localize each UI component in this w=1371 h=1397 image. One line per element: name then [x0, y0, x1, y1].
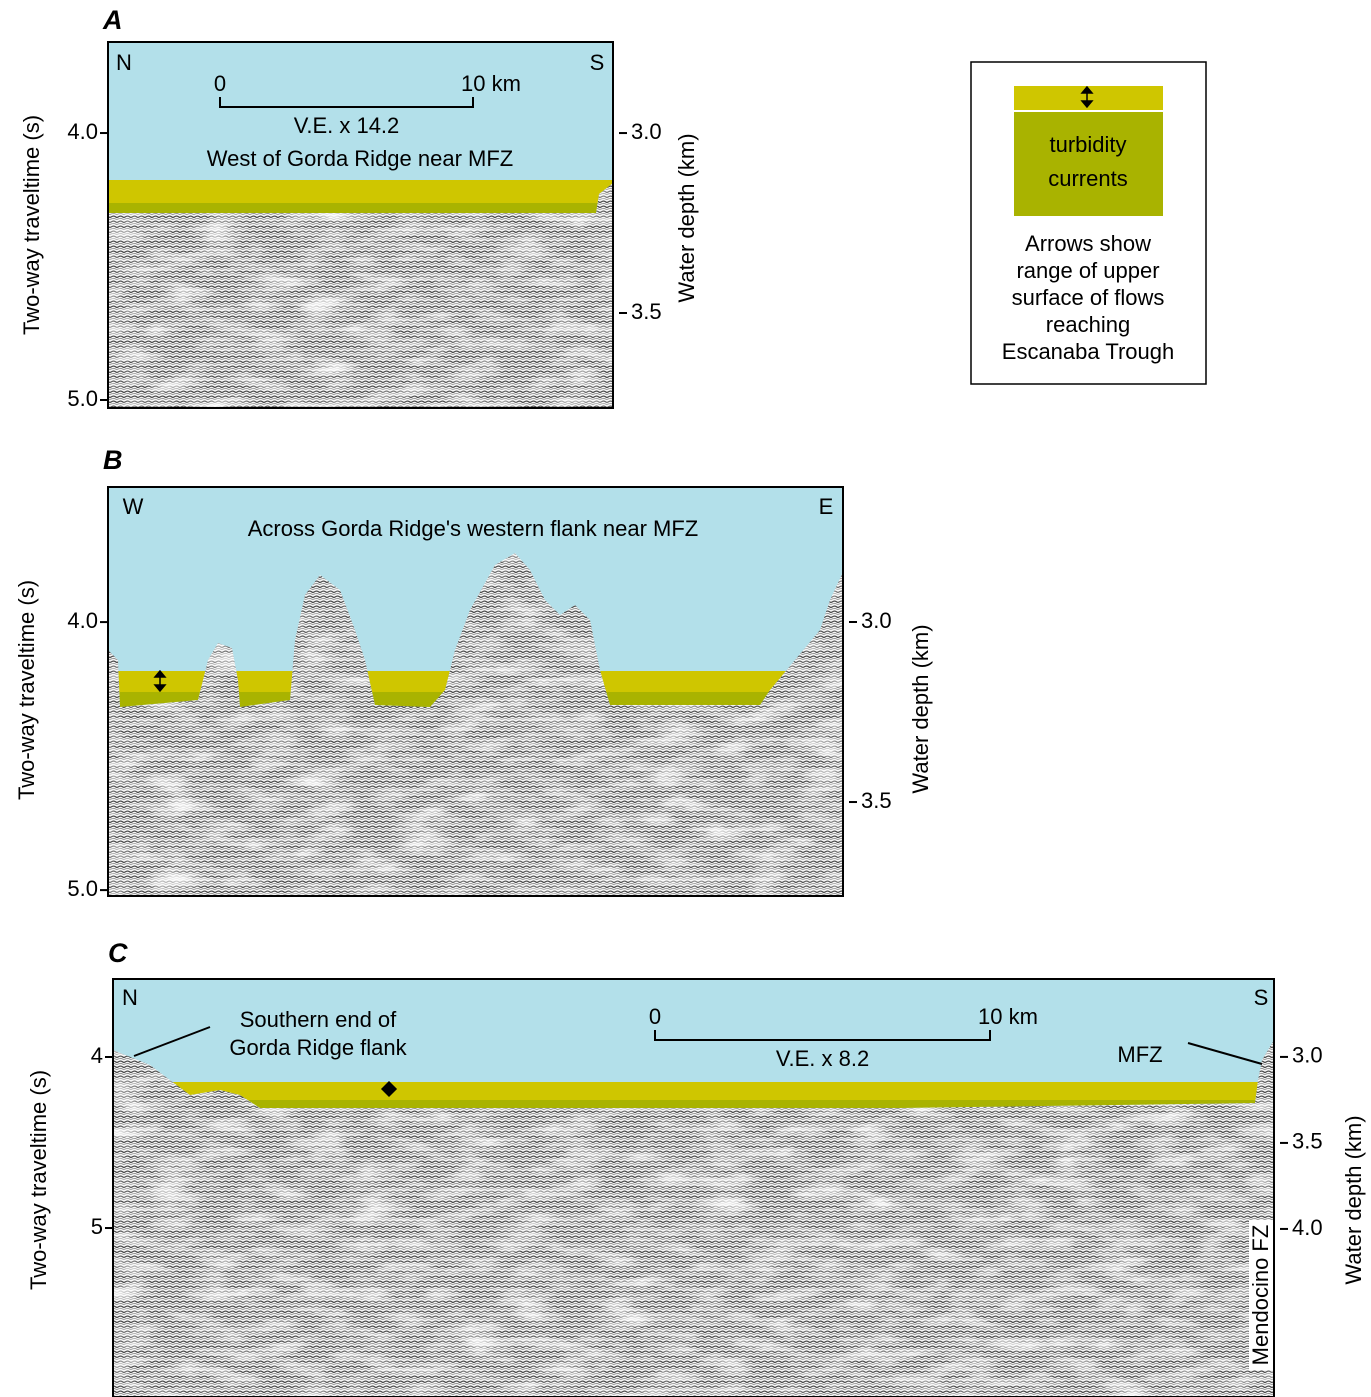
turbidity-surface	[113, 1082, 1274, 1100]
vertical-exaggeration: V.E. x 14.2	[294, 113, 400, 138]
legend-caption: Arrows show	[1025, 231, 1151, 256]
annotation: Southern end of	[240, 1007, 397, 1032]
y-axis-title: Two-way traveltime (s)	[14, 580, 39, 800]
profile	[108, 42, 613, 408]
profile	[108, 487, 843, 896]
y2-axis-title: Water depth (km)	[674, 133, 699, 302]
y2-tick-label: 3.5	[1292, 1129, 1323, 1154]
annotation: MFZ	[1117, 1042, 1162, 1067]
legend-caption: surface of flows	[1012, 285, 1165, 310]
profile-title: West of Gorda Ridge near MFZ	[207, 146, 514, 171]
scale-end: 10 km	[978, 1004, 1038, 1029]
y-axis-title: Two-way traveltime (s)	[19, 115, 44, 335]
profile-title: Across Gorda Ridge's western flank near …	[248, 516, 698, 541]
panel-letter: B	[103, 445, 123, 475]
legend-caption: reaching	[1046, 312, 1130, 337]
turbidity-surface	[108, 180, 613, 203]
y2-tick-label: 3.0	[631, 119, 662, 144]
annotation: Gorda Ridge flank	[229, 1035, 407, 1060]
panel-letter: A	[102, 5, 123, 35]
legend-swatch	[1014, 112, 1163, 216]
annotation: Mendocino FZ	[1248, 1225, 1273, 1366]
y-tick-label: 5.0	[67, 876, 98, 901]
turbidity-flow	[108, 203, 613, 213]
end-label: N	[116, 50, 132, 75]
y2-tick-label: 3.5	[861, 788, 892, 813]
legend-band-label: currents	[1048, 166, 1127, 191]
y-tick-label: 5.0	[67, 386, 98, 411]
y-tick-label: 4.0	[67, 119, 98, 144]
panel: CN S 0 10 km V.E. x 8.2 4 5 3.0 3.5 4.0 Two-way tr…	[26, 938, 1366, 1397]
y-tick-label: 5	[91, 1214, 103, 1239]
end-label: S	[1254, 985, 1269, 1010]
legend-caption: range of upper	[1016, 258, 1159, 283]
end-label: S	[590, 50, 605, 75]
legend: turbidity currents Arrows show range of …	[971, 62, 1206, 384]
y2-tick-label: 3.0	[861, 608, 892, 633]
figure: ANSWest of Gorda Ridge near MFZ010 kmV.E…	[0, 0, 1371, 1397]
vertical-exaggeration: V.E. x 8.2	[776, 1046, 869, 1071]
y-axis-title: Two-way traveltime (s)	[26, 1070, 51, 1290]
scale-end: 10 km	[461, 71, 521, 96]
end-label: N	[122, 985, 138, 1010]
panel: AN S West of Gorda Ridge near MFZ 0 10 km V.E…	[19, 5, 699, 411]
y2-tick-label: 3.5	[631, 299, 662, 324]
y-tick-label: 4.0	[67, 608, 98, 633]
scale-start: 0	[649, 1004, 661, 1029]
turbidity-bands	[113, 1082, 1274, 1108]
end-label: E	[819, 494, 834, 519]
legend-caption: Escanaba Trough	[1002, 339, 1174, 364]
y2-axis-title: Water depth (km)	[908, 624, 933, 793]
y2-axis-title: Water depth (km)	[1341, 1115, 1366, 1284]
page: {"panels": [ {"label": "A", "left_axis":…	[0, 0, 1371, 1397]
scale-start: 0	[214, 71, 226, 96]
panel: BW E Across Gorda Ridge's western flank ne…	[14, 445, 933, 901]
y2-tick-label: 4.0	[1292, 1215, 1323, 1240]
panel-letter: C	[108, 938, 128, 968]
end-label: W	[123, 494, 144, 519]
y-tick-label: 4	[91, 1043, 103, 1068]
y2-tick-label: 3.0	[1292, 1043, 1323, 1068]
legend-band-label: turbidity	[1049, 132, 1126, 157]
turbidity-bands	[108, 180, 613, 213]
